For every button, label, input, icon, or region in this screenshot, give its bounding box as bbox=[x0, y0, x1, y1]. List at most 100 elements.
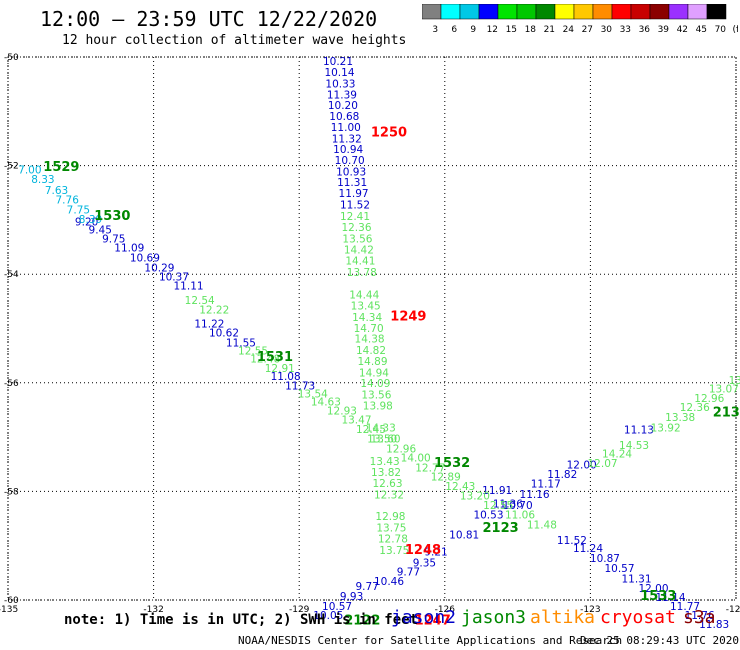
wave-height-value: 12.54 bbox=[185, 295, 215, 307]
wave-height-value: 10.05 bbox=[313, 610, 343, 622]
colorbar-label: 21 bbox=[544, 25, 555, 34]
lat-tick-label: -56 bbox=[4, 379, 19, 389]
wave-height-value: 9.75 bbox=[102, 234, 125, 246]
generated-timestamp: Dec 25 08:29:43 UTC 2020 bbox=[580, 634, 739, 647]
wave-height-value: 11.52 bbox=[340, 199, 370, 211]
wave-height-value: 13.47 bbox=[341, 415, 371, 427]
lat-tick-label: -54 bbox=[4, 270, 19, 280]
wave-height-value: 10.62 bbox=[209, 328, 239, 340]
legend-s3a: s3a bbox=[683, 607, 716, 628]
wave-height-value: 11.17 bbox=[531, 479, 561, 491]
wave-height-value: 14.42 bbox=[344, 245, 374, 257]
legend-jason2: jason2 bbox=[391, 607, 456, 628]
legend-altika: altika bbox=[530, 607, 595, 628]
wave-height-value: 11.73 bbox=[285, 380, 315, 392]
colorbar-label: 39 bbox=[658, 25, 670, 34]
colorbar-label: (ft) bbox=[733, 25, 738, 34]
wave-height-value: 8.33 bbox=[31, 174, 54, 186]
wave-height-value: 9.93 bbox=[340, 591, 363, 603]
wave-height-value: 12.63 bbox=[372, 478, 402, 490]
wave-height-value: 11.83 bbox=[699, 619, 729, 631]
wave-height-value: 11.82 bbox=[547, 469, 577, 481]
wave-height-value: 14.44 bbox=[349, 290, 379, 302]
wave-height-value: 10.57 bbox=[604, 563, 634, 575]
wave-height-value: 12.48 bbox=[250, 354, 280, 366]
colorbar-label: 18 bbox=[525, 25, 537, 34]
legend-s3a-label: s3a bbox=[683, 607, 716, 628]
wave-height-value: 12.91 bbox=[265, 363, 295, 375]
wave-height-value: 12.43 bbox=[445, 481, 475, 493]
pass-time-label: 2122 bbox=[344, 613, 380, 628]
wave-height-value: 13. bbox=[729, 375, 740, 387]
wave-height-value: 9.77 bbox=[355, 581, 378, 593]
pass-time-label: 1532 bbox=[434, 456, 470, 471]
wave-height-value: 13.75 bbox=[379, 545, 409, 557]
wave-height-value: 10.68 bbox=[329, 111, 359, 123]
wave-height-value: 13.45 bbox=[351, 300, 381, 312]
wave-height-value: 11.97 bbox=[339, 188, 369, 200]
wave-height-value: 12.07 bbox=[588, 458, 618, 470]
colorbar-label: 70 bbox=[715, 25, 727, 34]
wave-height-value: 11.36 bbox=[493, 499, 523, 511]
wave-height-value: 14.09 bbox=[360, 378, 390, 390]
wave-height-value: 10.21 bbox=[323, 56, 353, 68]
wave-height-value: 10.37 bbox=[159, 272, 189, 284]
wave-height-value: 12.00 bbox=[638, 583, 668, 595]
wave-height-value: 11.77 bbox=[670, 601, 700, 613]
wave-height-value: 10.20 bbox=[328, 100, 358, 112]
colorbar-label: 36 bbox=[639, 25, 651, 34]
wave-height-value: 12.96 bbox=[694, 393, 724, 405]
wave-height-value: 12.55 bbox=[238, 346, 268, 358]
wave-height-value: 13.92 bbox=[651, 423, 681, 435]
lon-tick-label: -126 bbox=[435, 605, 456, 615]
wave-height-value: 10.93 bbox=[336, 166, 366, 178]
wave-height-value: 13.38 bbox=[665, 412, 695, 424]
pass-time-label: 1529 bbox=[43, 160, 79, 175]
colorbar-label: 42 bbox=[677, 25, 688, 34]
wave-height-value: 9.21 bbox=[424, 546, 447, 558]
wave-height-value: 11.39 bbox=[327, 89, 357, 101]
legend-jason3: jason3 bbox=[461, 607, 526, 628]
legend-jason2-label: jason2 bbox=[391, 607, 457, 628]
wave-height-value: 9.20 bbox=[75, 216, 98, 228]
wave-height-value: 12.77 bbox=[415, 462, 445, 474]
lon-tick-label: -123 bbox=[580, 605, 600, 615]
lat-tick-label: -60 bbox=[4, 596, 19, 606]
pass-time-label: 1249 bbox=[390, 309, 426, 324]
wave-height-value: 8.39 bbox=[79, 214, 102, 226]
wave-height-value: 11.76 bbox=[685, 610, 715, 622]
wave-height-value: 14.24 bbox=[602, 449, 632, 461]
wave-height-value: 9.77 bbox=[397, 567, 420, 579]
legend-cryosat-label: cryosat bbox=[600, 607, 676, 628]
wave-height-value: 10.81 bbox=[449, 530, 479, 542]
wave-height-value: 14.41 bbox=[345, 255, 375, 267]
legend-altika-label: altika bbox=[530, 607, 596, 628]
wave-height-value: 13.98 bbox=[363, 400, 393, 412]
wave-height-value: 14.89 bbox=[357, 356, 387, 368]
wave-height-value: 9.35 bbox=[413, 557, 436, 569]
wave-height-value: 14.34 bbox=[352, 312, 382, 324]
wave-height-value: 11.31 bbox=[621, 574, 651, 586]
wave-height-value: 14.63 bbox=[311, 397, 341, 409]
wave-height-value: 14.00 bbox=[401, 453, 431, 465]
wave-height-value: 13.82 bbox=[371, 467, 401, 479]
wave-height-value: 11.55 bbox=[226, 337, 256, 349]
wave-height-value: 13.60 bbox=[371, 434, 401, 446]
wave-height-value: 12.98 bbox=[375, 511, 405, 523]
wave-height-value: 13.43 bbox=[370, 456, 400, 468]
wave-height-value: 11.13 bbox=[624, 424, 654, 436]
wave-height-value: 11.00 bbox=[331, 122, 361, 134]
colorbar-label: 33 bbox=[620, 25, 631, 34]
wave-height-value: 10.57 bbox=[322, 601, 352, 613]
lon-tick-label: -129 bbox=[289, 605, 310, 615]
wave-height-value: 10.53 bbox=[473, 510, 503, 522]
wave-height-value: 14.70 bbox=[354, 323, 384, 335]
lon-tick-label: -135 bbox=[0, 605, 18, 615]
wave-height-value: 11.22 bbox=[194, 318, 224, 330]
wave-height-value: 12.41 bbox=[340, 211, 370, 223]
wave-height-value: 7.76 bbox=[56, 195, 80, 207]
wave-height-value: 12.55 bbox=[483, 500, 513, 512]
wave-height-value: 13.54 bbox=[298, 388, 328, 400]
wave-height-value: 11.52 bbox=[557, 535, 587, 547]
